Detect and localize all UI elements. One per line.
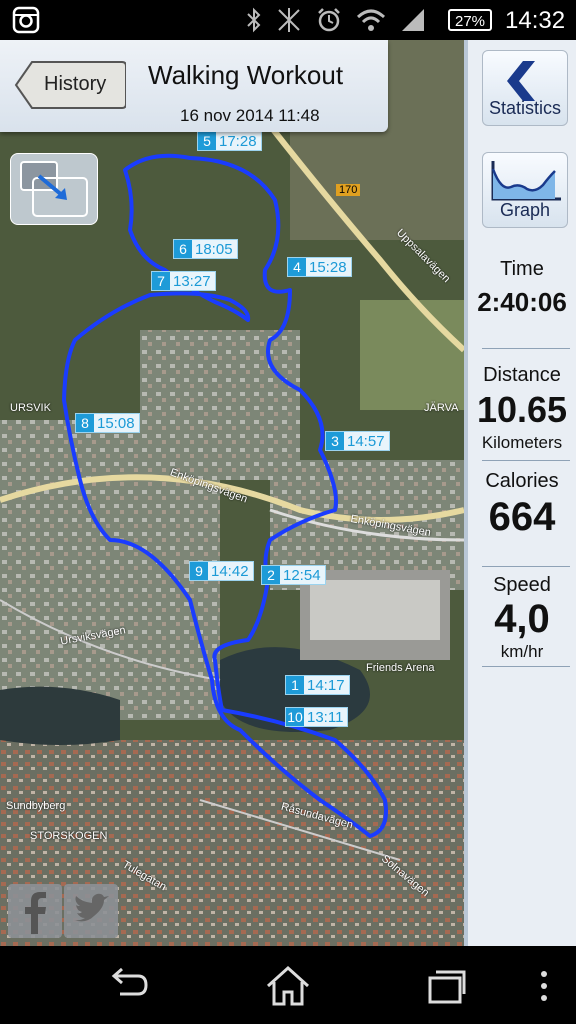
facebook-share-icon[interactable]	[8, 884, 62, 938]
place-label: Friends Arena	[366, 662, 435, 674]
time-value: 2:40:06	[477, 287, 567, 317]
statistics-label: Statistics	[488, 98, 562, 118]
split-marker[interactable]: 2 12:54	[262, 566, 325, 584]
split-marker[interactable]: 8 15:08	[76, 414, 139, 432]
twitter-share-icon[interactable]	[64, 884, 118, 938]
speed-value: 4,0	[494, 597, 550, 641]
place-label: STORSKOGEN	[30, 830, 108, 842]
stats-sidebar: Statistics Graph Time 2:40:06 Distance 1…	[464, 40, 576, 946]
place-label: Sundbyberg	[6, 800, 66, 812]
graph-button[interactable]: Graph	[482, 152, 568, 228]
fit-route-button[interactable]	[10, 153, 98, 225]
bluetooth-icon	[247, 7, 261, 33]
history-label: History	[44, 73, 107, 95]
android-nav-bar	[0, 946, 576, 1024]
divider	[482, 460, 570, 461]
divider	[482, 566, 570, 567]
speed-unit: km/hr	[500, 642, 544, 661]
split-marker[interactable]: 9 14:42	[190, 562, 253, 580]
graph-label: Graph	[499, 200, 551, 220]
distance-value: 10.65	[476, 389, 568, 430]
overflow-menu-icon[interactable]	[538, 966, 550, 1006]
recent-apps-icon[interactable]	[424, 966, 468, 1006]
signal-icon	[402, 9, 424, 31]
status-icons	[246, 6, 426, 34]
history-back-button[interactable]: History	[14, 60, 126, 110]
instagram-icon	[12, 6, 40, 34]
map-view[interactable]: URSVIK JÄRVA STORSKOGEN Sundbyberg Frien…	[0, 40, 464, 946]
resize-arrow-icon	[20, 161, 88, 217]
speed-label: Speed	[493, 574, 551, 596]
split-marker[interactable]: 10 13:11	[286, 708, 348, 726]
distance-unit: Kilometers	[481, 433, 563, 452]
battery-indicator: 27%	[448, 9, 492, 31]
split-marker[interactable]: 5 17:28	[198, 132, 261, 150]
divider	[482, 348, 570, 349]
workout-header: History Walking Workout 16 nov 2014 11:4…	[0, 40, 388, 132]
split-marker[interactable]: 4 15:28	[288, 258, 351, 276]
back-icon[interactable]	[104, 966, 152, 1006]
place-label: JÄRVA	[424, 402, 459, 414]
split-marker[interactable]: 6 18:05	[174, 240, 237, 258]
statistics-button[interactable]: Statistics	[482, 50, 568, 126]
home-icon[interactable]	[264, 964, 312, 1008]
wifi-icon	[356, 9, 386, 31]
alarm-icon	[318, 8, 340, 32]
split-marker[interactable]: 3 14:57	[326, 432, 389, 450]
divider	[482, 666, 570, 667]
distance-stat: Distance 10.65 Kilometers	[468, 364, 576, 453]
split-marker[interactable]: 7 13:27	[152, 272, 215, 290]
time-label: Time	[500, 258, 544, 280]
distance-label: Distance	[483, 364, 561, 386]
time-stat: Time 2:40:06	[468, 258, 576, 318]
status-bar: 27% 14:32	[0, 0, 576, 40]
split-marker[interactable]: 1 14:17	[286, 676, 349, 694]
speed-stat: Speed 4,0 km/hr	[468, 574, 576, 662]
calories-stat: Calories 664	[468, 470, 576, 540]
page-title: Walking Workout	[148, 60, 344, 90]
calories-value: 664	[488, 495, 556, 539]
clock: 14:32	[505, 7, 566, 34]
route-path	[62, 153, 388, 838]
road-shield: 170	[336, 184, 361, 196]
nfc-icon	[278, 8, 300, 32]
calories-label: Calories	[485, 470, 559, 492]
place-label: URSVIK	[10, 402, 51, 414]
chevron-left-icon	[507, 61, 535, 101]
graph-icon	[491, 161, 561, 201]
workout-datetime: 16 nov 2014 11:48	[180, 106, 320, 125]
